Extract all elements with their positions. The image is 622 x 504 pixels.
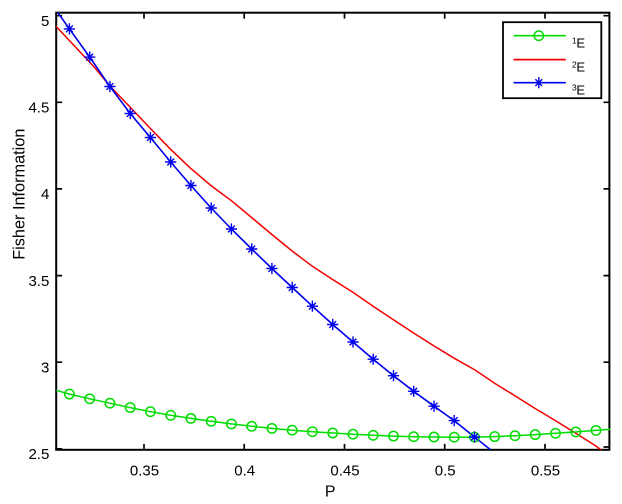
svg-text:5: 5 xyxy=(41,13,49,30)
svg-text:1: 1 xyxy=(572,36,577,46)
svg-text:P: P xyxy=(325,484,336,501)
svg-text:0.55: 0.55 xyxy=(531,463,560,480)
svg-text:4.5: 4.5 xyxy=(28,100,49,117)
svg-text:3: 3 xyxy=(41,360,49,377)
svg-text:3.5: 3.5 xyxy=(28,273,49,290)
svg-text:3: 3 xyxy=(572,83,577,93)
svg-text:2: 2 xyxy=(572,60,577,70)
svg-text:0.4: 0.4 xyxy=(234,463,255,480)
svg-text:4: 4 xyxy=(41,186,49,203)
svg-text:0.5: 0.5 xyxy=(435,463,456,480)
svg-text:Fisher Information: Fisher Information xyxy=(11,129,29,260)
svg-text:2.5: 2.5 xyxy=(28,446,49,463)
svg-text:E: E xyxy=(576,36,585,51)
svg-text:0.35: 0.35 xyxy=(130,463,159,480)
svg-text:0.45: 0.45 xyxy=(330,463,359,480)
svg-text:E: E xyxy=(576,83,585,98)
svg-text:E: E xyxy=(576,60,585,75)
